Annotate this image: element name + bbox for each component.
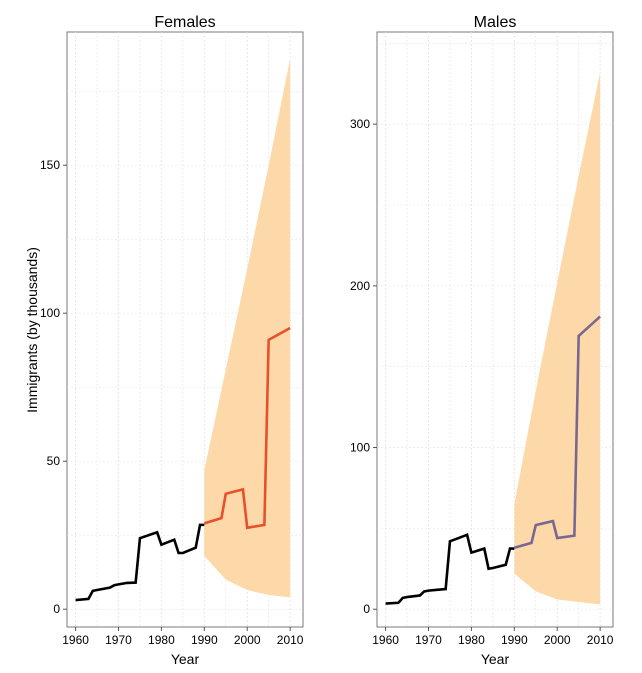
panel-females-axes: 1960 1970 1980 1990 2000 2010 0 50 100 150 [40, 158, 304, 647]
panel-males-x-axis-title: Year [481, 651, 510, 667]
panel-females-x-tick-label-1960: 1960 [62, 633, 89, 647]
panel-males: 1960 1970 1980 1990 2000 2010 0 100 200 300 Males… [350, 14, 614, 667]
y-axis-title: Immigrants (by thousands) [24, 247, 40, 413]
panel-females-y-tick-label-50: 50 [47, 454, 61, 468]
panel-females-y-tick-label-150: 150 [40, 158, 60, 172]
panel-males-x-tick-label-2010: 2010 [587, 633, 614, 647]
panel-males-marks [385, 72, 601, 605]
panel-females-y-tick-label-0: 0 [53, 602, 60, 616]
panel-females-title: Females [154, 14, 215, 31]
panel-females-x-tick-label-1980: 1980 [148, 633, 175, 647]
panel-males-projection-series [513, 315, 601, 550]
panel-males-observed-series [385, 533, 515, 605]
panel-males-title: Males [474, 14, 517, 31]
panel-males-y-tick-label-200: 200 [350, 279, 370, 293]
panel-females-marks [75, 58, 291, 602]
panel-males-y-tick-label-0: 0 [363, 602, 370, 616]
panel-females-projection-interval [204, 58, 291, 598]
panel-males-axes: 1960 1970 1980 1990 2000 2010 0 100 200 300 [350, 117, 614, 647]
panel-males-x-tick-label-1960: 1960 [372, 633, 399, 647]
panel-males-x-tick-label-2000: 2000 [544, 633, 571, 647]
panel-males-x-tick-label-1990: 1990 [501, 633, 528, 647]
panel-males-x-tick-label-1980: 1980 [458, 633, 485, 647]
panel-females-x-tick-label-2000: 2000 [234, 633, 261, 647]
panel-females-x-tick-label-1970: 1970 [105, 633, 132, 647]
panel-females-observed-series [75, 523, 205, 602]
panel-females-x-tick-label-2010: 2010 [277, 633, 304, 647]
panel-males-x-tick-label-1970: 1970 [415, 633, 442, 647]
panel-females-x-tick-label-1990: 1990 [191, 633, 218, 647]
panel-males-projection-interval [514, 72, 601, 605]
panel-males-y-tick-label-100: 100 [350, 441, 370, 455]
panel-females-y-tick-label-100: 100 [40, 306, 60, 320]
panel-females-projection-series [203, 326, 291, 530]
panel-females: 1960 1970 1980 1990 2000 2010 0 50 100 150 Female… [40, 14, 304, 667]
panel-females-x-axis-title: Year [171, 651, 200, 667]
panel-males-y-tick-label-300: 300 [350, 117, 370, 131]
